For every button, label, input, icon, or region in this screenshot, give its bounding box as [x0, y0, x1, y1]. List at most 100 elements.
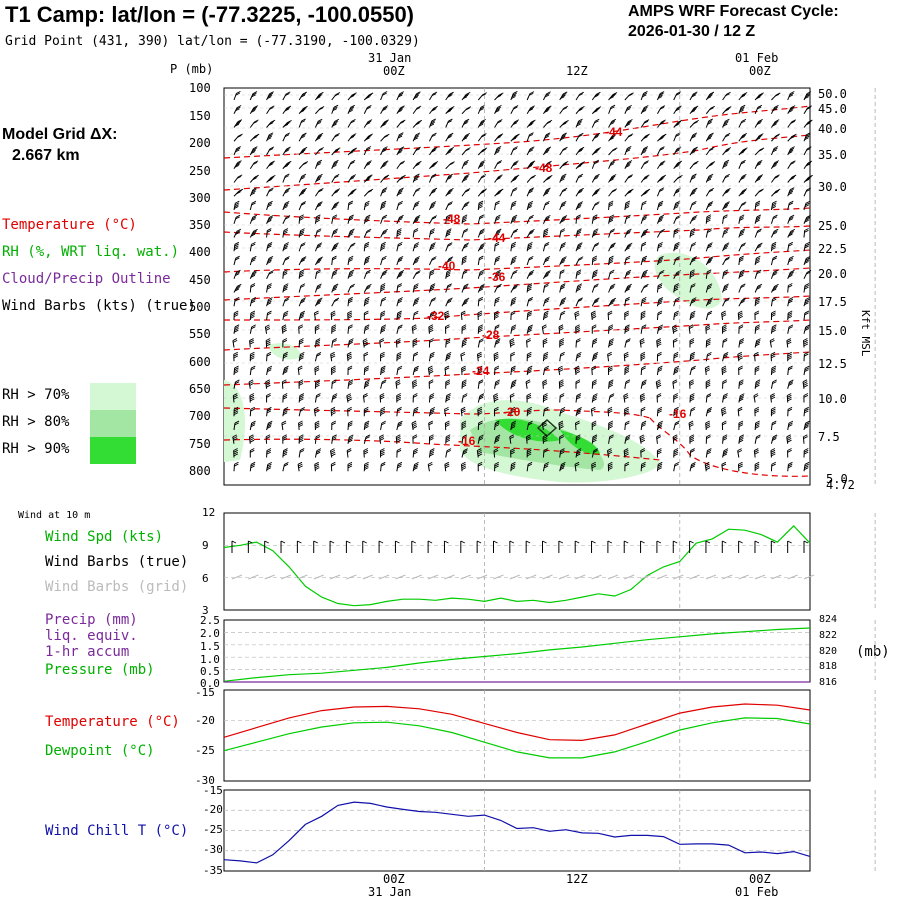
p-tick: 800 [189, 464, 211, 478]
barb-flag [432, 162, 438, 166]
barb-flag [526, 338, 531, 341]
barb-staff [526, 258, 530, 266]
wind-barb [608, 434, 614, 444]
barb-flag [314, 461, 319, 465]
barb-flag [676, 91, 681, 95]
barb-flag [511, 296, 517, 300]
barb-flag [413, 137, 418, 141]
barb-flag [609, 216, 614, 220]
barb-flag [298, 382, 304, 386]
barb-flag [463, 214, 468, 218]
barb-flag [624, 412, 630, 416]
barb-staff [525, 381, 528, 389]
barb-flag [528, 422, 533, 426]
barb-flag [495, 149, 500, 153]
barb-flag [624, 451, 629, 455]
wind-barb [249, 338, 255, 348]
barb-flag [233, 408, 239, 412]
barb-flag [706, 338, 711, 341]
barb-flag [575, 437, 581, 441]
wind-barb [705, 173, 714, 183]
barb-flag [591, 461, 596, 465]
barb-flag [414, 176, 419, 180]
barb-flag [625, 327, 630, 331]
barb-flag [493, 449, 499, 453]
barb-flag [249, 439, 255, 443]
barb-flag [560, 245, 565, 249]
barb-flag [658, 218, 663, 221]
barb-flag [303, 105, 308, 109]
barb-flag [772, 257, 777, 261]
wind-barb [314, 420, 320, 431]
wind-barb [542, 338, 548, 348]
barb-flag [722, 371, 727, 374]
barb-flag [576, 396, 581, 400]
rh-shading [470, 418, 605, 470]
barb-flag [496, 146, 502, 149]
wind-barb [412, 338, 418, 348]
wind-barb [265, 379, 271, 389]
p-tick: 600 [189, 355, 211, 369]
barb-flag [627, 160, 633, 163]
barb-flag [624, 367, 630, 371]
barb-flag [754, 448, 759, 451]
barb-flag [266, 137, 272, 141]
barb-flag [613, 147, 618, 151]
wind-barb [363, 351, 369, 362]
barb-flag [575, 463, 580, 467]
barb-flag [738, 461, 743, 465]
barb-flag [771, 245, 776, 249]
barb-flag [282, 394, 288, 398]
wind-barb [346, 393, 352, 403]
wind-barb [526, 365, 533, 376]
wind-barb [689, 91, 698, 101]
barb-flag [625, 324, 630, 328]
barb-flag [397, 406, 402, 410]
barb-flag [302, 107, 307, 111]
wind-barb [656, 200, 664, 211]
barb-flag [608, 425, 613, 429]
barb-flag [281, 420, 287, 424]
pres-tick: 816 [819, 677, 838, 688]
barb-flag [771, 312, 776, 316]
barb-flag [738, 398, 744, 402]
barb-flag [413, 448, 418, 451]
barb-flag [514, 119, 520, 123]
barb-flag [445, 422, 450, 426]
barb-flag [689, 436, 695, 439]
barb-flag [591, 408, 596, 412]
barb-flag [594, 94, 599, 98]
barb-flag [576, 339, 581, 343]
barb-flag [705, 426, 711, 429]
wind-barb [461, 132, 471, 142]
barb-flag [364, 327, 369, 331]
barb-flag [415, 163, 420, 167]
barb-flag [462, 257, 467, 261]
barb-flag [413, 369, 419, 373]
barb-flag [446, 110, 451, 113]
precip-tick: 0.0 [200, 677, 220, 690]
barb-flag [543, 394, 548, 398]
barb-flag [560, 449, 565, 453]
barb-flag [672, 327, 678, 331]
barb-flag [250, 192, 256, 196]
barb-flag [381, 422, 386, 426]
wind-barb [298, 256, 307, 266]
barb-flag [266, 449, 272, 453]
barb-flag [380, 410, 385, 414]
barb-flag [283, 204, 289, 208]
barb-flag [350, 160, 356, 163]
barb-flag [397, 243, 403, 247]
barb-flag [709, 91, 715, 95]
barb-flag [334, 297, 340, 301]
wind-barb [575, 105, 585, 115]
wind-barb [738, 379, 744, 389]
wind-barb [494, 461, 500, 472]
wind-barb [249, 365, 256, 376]
barb-flag [611, 159, 616, 163]
barb-flag [332, 338, 338, 341]
wind-barb [494, 338, 501, 348]
barb-flag [705, 463, 710, 467]
barb-flag [398, 298, 403, 302]
wind-barb [477, 104, 486, 114]
